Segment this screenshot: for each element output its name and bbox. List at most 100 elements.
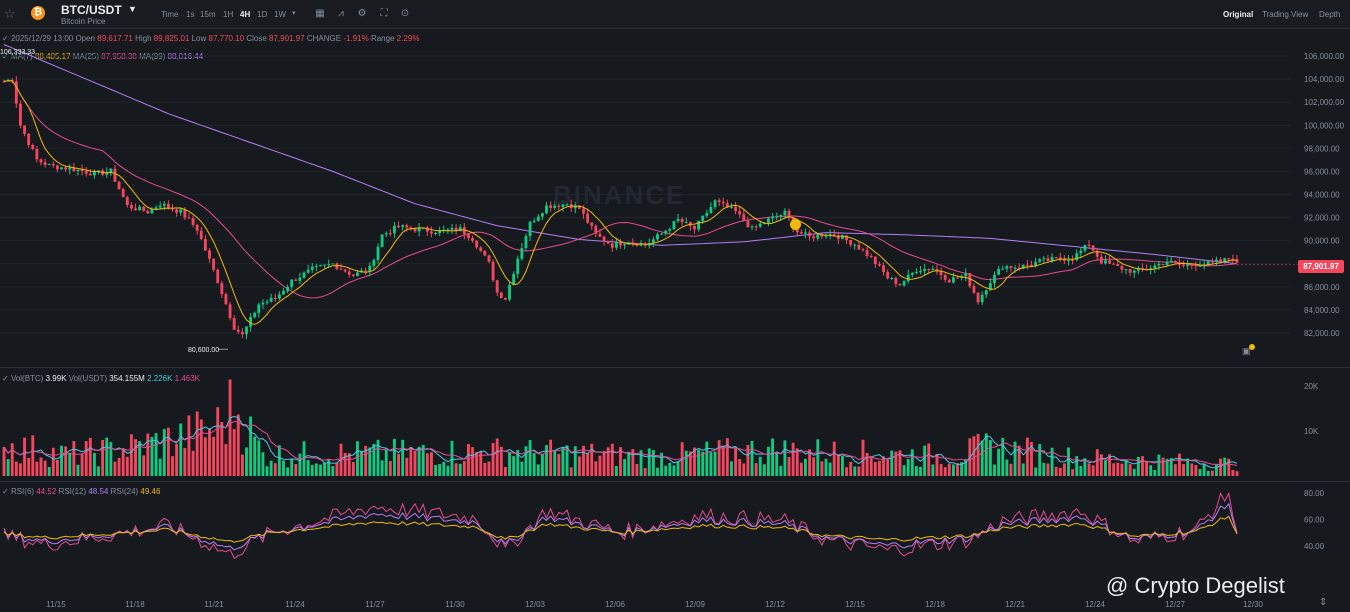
volume-bar [614, 466, 618, 476]
candle [545, 201, 548, 215]
indicator-icon[interactable]: ⩘ [338, 8, 344, 19]
volume-bar [35, 461, 39, 476]
rsi-lines [3, 491, 1238, 559]
candle [43, 158, 47, 168]
candle [245, 326, 248, 340]
time-tick-label: 12/15 [845, 600, 866, 609]
volume-bar [960, 462, 964, 476]
interval-time[interactable]: Time [161, 10, 179, 19]
candle [1198, 260, 1202, 267]
volume-bar [179, 423, 183, 476]
candle [532, 218, 536, 223]
ma7-path [3, 80, 1238, 325]
volume-bar [919, 466, 922, 476]
low-label: Low [191, 34, 207, 43]
volume-bar [1108, 454, 1112, 476]
candle [1136, 266, 1140, 275]
volume-bar [323, 462, 327, 476]
interval-15m[interactable]: 15m [200, 10, 216, 19]
volume-bar [68, 452, 72, 476]
candle [475, 239, 479, 250]
price-tick-label: 106,000.00 [1304, 52, 1345, 61]
interval-4h[interactable]: 4H [240, 10, 251, 19]
candle [265, 299, 269, 305]
volume-bar [791, 442, 795, 476]
view-original[interactable]: Original [1223, 10, 1254, 19]
candle [993, 271, 996, 288]
candle [495, 279, 499, 297]
time-tick-label: 12/12 [765, 600, 786, 609]
interval-1s[interactable]: 1s [186, 10, 195, 19]
candle [816, 233, 820, 241]
candle [713, 199, 717, 210]
candle [1231, 254, 1235, 264]
volume-bar [413, 451, 417, 476]
volume-bar [277, 445, 281, 476]
fullscreen-icon[interactable]: ⛶ [380, 8, 388, 19]
volume-bar [1083, 458, 1087, 476]
candle [586, 208, 590, 224]
candle [1223, 257, 1227, 264]
volume-bar [569, 467, 573, 476]
candle [1104, 255, 1107, 265]
candle [610, 239, 614, 252]
pair-title[interactable]: BTC/USDT [61, 3, 122, 17]
volume-bar [997, 448, 1001, 476]
volume-bar [175, 444, 179, 476]
more-icon[interactable]: ⊙ [400, 8, 410, 19]
volume-bar [450, 440, 454, 476]
candle [1141, 263, 1144, 272]
candle [88, 169, 92, 176]
calendar-icon[interactable]: ▦ [315, 8, 325, 19]
volume-bar [1231, 470, 1235, 476]
volume-bar [1227, 458, 1231, 476]
volume-bar [1235, 471, 1239, 476]
candle [343, 269, 347, 273]
candle [31, 143, 35, 151]
volume-bar [162, 429, 166, 476]
volume-bar [458, 463, 462, 476]
interval-1d[interactable]: 1D [257, 10, 268, 19]
volume-bar [236, 414, 240, 476]
rsi24-value: 49.46 [140, 487, 161, 496]
time-tick-label: 11/15 [46, 600, 66, 609]
volume-bar [1087, 463, 1091, 476]
volume-legend: ✓ Vol(BTC) 3.99K Vol(USDT) 354.155M 2.22… [2, 374, 201, 383]
candle [380, 234, 384, 248]
interval-1h[interactable]: 1H [223, 10, 234, 19]
ma7-line [3, 80, 1238, 325]
interval-1w[interactable]: 1W [274, 10, 286, 19]
volume-bar [351, 462, 355, 476]
event-marker[interactable] [790, 219, 801, 230]
star-icon[interactable]: ☆ [4, 6, 16, 21]
view-depth[interactable]: Depth [1319, 10, 1341, 19]
candle [491, 259, 495, 282]
candle [55, 165, 59, 173]
volume-bar [820, 461, 824, 476]
candle [656, 232, 659, 241]
view-trading-view[interactable]: Trading View [1262, 10, 1309, 19]
candle [27, 133, 31, 148]
candle [314, 263, 318, 272]
volume-bar [536, 464, 540, 476]
volume-bar [1136, 456, 1140, 476]
candle [902, 280, 906, 287]
candle [775, 212, 779, 221]
candle [351, 274, 355, 278]
settings-icon[interactable]: ⚙ [357, 8, 367, 19]
time-tick-label: 11/21 [204, 600, 224, 609]
alert-icon[interactable]: ▣ [1242, 346, 1251, 356]
interval-dropdown-icon[interactable]: ▾ [292, 10, 296, 17]
chevron-down-icon[interactable]: ▼ [128, 4, 137, 14]
candle [417, 223, 421, 237]
candle [935, 264, 939, 275]
candle [442, 225, 446, 234]
scale-icon[interactable]: ⇕ [1319, 597, 1328, 608]
volume-bar [532, 453, 536, 476]
volume-bar [142, 455, 146, 476]
candle [376, 243, 380, 264]
vol-btc-value: 3.99K [45, 374, 67, 383]
volume-bar [208, 428, 211, 476]
price-chart[interactable]: 82,000.0084,000.0086,000.0088,000.0090,0… [0, 28, 1350, 612]
volume-bar [331, 466, 335, 476]
